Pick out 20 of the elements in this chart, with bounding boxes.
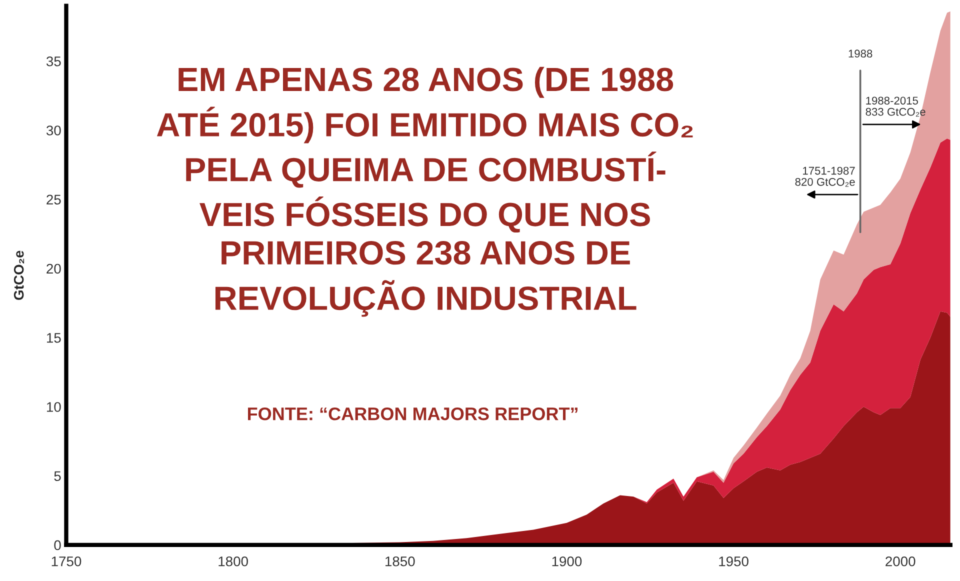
y-tick-label: 0 <box>54 540 61 550</box>
y-axis-title: GtCO₂e <box>14 250 24 300</box>
y-tick-label: 15 <box>46 333 61 343</box>
y-tick-label: 30 <box>46 126 61 136</box>
ref-line-label: 1988 <box>848 50 872 58</box>
y-tick-label: 20 <box>46 264 61 274</box>
y-tick-label: 10 <box>46 402 61 412</box>
y-tick-label: 5 <box>54 471 61 482</box>
x-tick-label: 1800 <box>218 556 248 566</box>
annotation: 1988-2015 833 GtCO₂e <box>866 96 926 117</box>
text: EM APENAS 28 ANOS (DE 1988 ATÉ 2015) FOI EMITIDO MAIS CO₂ PELA QUEIMA DE COMBUSTÍ- VEIS FÓSSEIS DO QUE NOS PRIMEIROS 238 ANOS DE REVOLUÇÃO INDUSTRIAL <box>156 66 693 317</box>
x-tick-label: 1750 <box>52 556 82 566</box>
annotation: FONTE: “CARBON MAJORS REPORT” <box>248 407 578 420</box>
x-tick-label: 1900 <box>552 556 582 566</box>
x-tick-label: 1850 <box>385 556 415 566</box>
x-tick-label: 1950 <box>719 556 748 566</box>
annotation: 1751-1987 820 GtCO₂e <box>795 166 855 187</box>
y-tick-label: 25 <box>46 194 61 205</box>
y-tick-label: 35 <box>46 56 61 66</box>
x-tick-label: 2000 <box>886 556 916 566</box>
